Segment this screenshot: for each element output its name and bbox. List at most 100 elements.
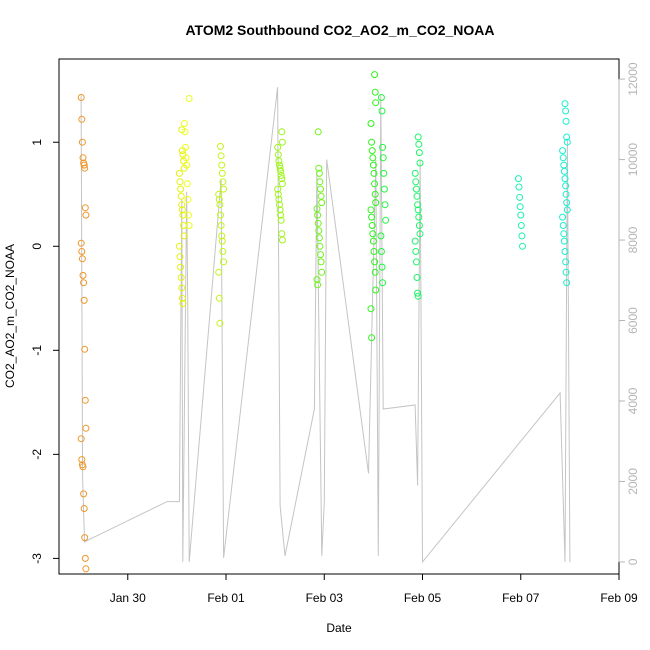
data-point <box>411 237 419 245</box>
data-point <box>559 154 567 162</box>
data-point <box>276 164 284 172</box>
y-tick-label: -3 <box>30 553 44 564</box>
data-point <box>78 255 86 263</box>
data-point <box>276 206 284 214</box>
data-point <box>217 222 225 229</box>
data-point <box>218 237 226 245</box>
data-point <box>369 154 377 162</box>
data-point <box>314 219 322 227</box>
data-point <box>316 178 324 186</box>
y2-axis: 0 2000 4000 6000 8000 10000 12000 <box>618 62 640 565</box>
data-point <box>217 142 224 150</box>
data-point <box>78 248 86 255</box>
data-point <box>79 271 87 279</box>
data-point <box>278 236 286 244</box>
data-point <box>185 95 193 102</box>
y-tick-label: 1 <box>30 139 44 146</box>
data-point <box>315 234 323 242</box>
data-point <box>220 185 227 193</box>
data-point <box>563 206 571 214</box>
data-point <box>560 167 568 175</box>
y2-tick-label: 6000 <box>626 307 640 334</box>
data-point <box>563 138 571 146</box>
data-point <box>368 147 376 155</box>
data-point <box>80 505 88 512</box>
data-point <box>412 248 420 255</box>
data-point <box>372 286 380 294</box>
data-point <box>560 237 568 245</box>
data-point <box>515 183 523 191</box>
data-point <box>215 268 223 276</box>
data-point <box>371 180 379 188</box>
data-point <box>175 242 183 250</box>
data-point <box>314 281 322 289</box>
data-point <box>561 100 569 108</box>
data-point <box>77 239 85 247</box>
data-point <box>218 232 226 240</box>
data-point <box>177 274 185 281</box>
data-point <box>78 115 86 123</box>
data-point <box>314 211 322 219</box>
altitude-trace <box>80 87 571 564</box>
data-point <box>559 222 567 229</box>
data-point <box>220 258 227 266</box>
data-point <box>561 175 569 183</box>
data-point <box>82 424 90 432</box>
data-point <box>367 120 375 127</box>
data-point <box>183 180 191 188</box>
x-tick-label: Feb 07 <box>502 591 540 605</box>
data-point <box>81 345 89 353</box>
data-point <box>80 296 88 304</box>
data-point <box>415 213 423 221</box>
data-point <box>278 138 286 146</box>
data-point <box>80 279 88 287</box>
data-point <box>416 230 424 238</box>
data-point <box>176 253 184 261</box>
data-point <box>219 178 227 186</box>
data-point <box>415 140 423 148</box>
y2-tick-label: 0 <box>626 558 640 565</box>
data-point <box>518 232 526 240</box>
x-tick-label: Feb 03 <box>306 591 344 605</box>
data-point <box>82 565 90 573</box>
data-point <box>414 133 422 141</box>
data-point <box>368 222 376 229</box>
data-point <box>184 196 192 203</box>
data-point <box>415 222 423 229</box>
data-point <box>80 490 88 498</box>
y-tick-label: -1 <box>30 345 44 356</box>
data-point <box>277 172 285 179</box>
data-point <box>378 107 386 115</box>
data-point <box>217 152 225 160</box>
data-point <box>413 192 421 200</box>
x-tick-label: Feb 05 <box>404 591 442 605</box>
data-point <box>372 199 380 207</box>
data-point <box>377 94 385 101</box>
data-point <box>78 456 86 464</box>
data-point <box>77 435 85 443</box>
data-point <box>371 71 379 79</box>
data-point <box>315 227 323 235</box>
data-point <box>278 175 286 183</box>
data-point <box>559 147 567 155</box>
data-point <box>379 279 387 287</box>
y-tick-label: -2 <box>30 449 44 460</box>
data-point <box>277 216 285 224</box>
data-point <box>367 206 375 214</box>
data-point <box>180 120 188 127</box>
y-axis: -3 -2 -1 0 1 <box>30 139 60 564</box>
data-point <box>274 190 282 198</box>
data-point <box>412 178 420 186</box>
data-point <box>181 128 189 136</box>
data-point <box>215 190 223 198</box>
data-point <box>379 154 387 162</box>
data-point <box>414 292 422 300</box>
y2-tick-label: 8000 <box>626 226 640 253</box>
data-point <box>372 99 380 107</box>
data-point <box>563 199 571 207</box>
y2-tick-label: 4000 <box>626 387 640 414</box>
data-point <box>278 230 286 238</box>
plot-frame <box>58 58 620 575</box>
x-tick-label: Feb 09 <box>600 591 638 605</box>
